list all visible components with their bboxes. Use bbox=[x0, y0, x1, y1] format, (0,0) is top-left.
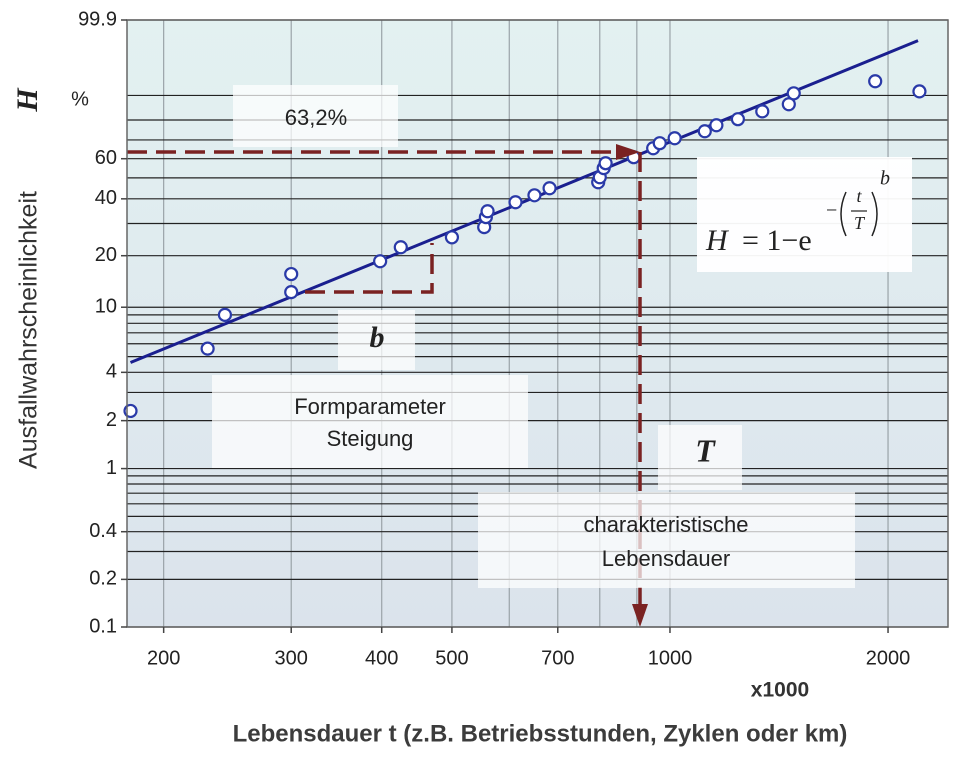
data-point bbox=[697, 124, 712, 139]
formula-box bbox=[697, 157, 912, 272]
data-point bbox=[527, 188, 542, 203]
x-axis-title: Lebensdauer t (z.B. Betriebsstunden, Zyk… bbox=[233, 720, 848, 747]
y-tick-label: 99.9 bbox=[78, 8, 117, 30]
annotations: 63,2% b Formparameter Steigung T charakt… bbox=[127, 85, 912, 627]
formula-power: b bbox=[880, 168, 890, 190]
x-tick-label: 500 bbox=[435, 647, 468, 669]
data-point bbox=[480, 204, 495, 219]
y-tick-label: 0.1 bbox=[89, 615, 117, 637]
y-tick-label: 4 bbox=[106, 361, 117, 383]
data-point bbox=[508, 195, 523, 210]
y-tick-label: 10 bbox=[95, 296, 117, 318]
x-tick-label: 300 bbox=[275, 647, 308, 669]
label-box bbox=[478, 492, 855, 588]
data-point bbox=[284, 266, 299, 282]
formula-den: T bbox=[854, 213, 866, 233]
y-tick-label: 40 bbox=[95, 187, 117, 209]
formula-paren bbox=[840, 191, 878, 237]
y-tick-label: 2 bbox=[106, 409, 117, 431]
data-point bbox=[786, 86, 801, 101]
slope-triangle bbox=[305, 243, 434, 294]
formula-num: t bbox=[856, 186, 862, 206]
y-tick-label: 20 bbox=[95, 244, 117, 266]
x-axis-unit: x1000 bbox=[751, 679, 809, 702]
x-tick-label: 1000 bbox=[648, 647, 693, 669]
y-axis-symbol: H bbox=[11, 87, 44, 113]
data-point bbox=[542, 181, 557, 196]
formula-rhs: = 1−e bbox=[742, 224, 812, 257]
data-point bbox=[652, 136, 667, 151]
y-tick-label: 0.4 bbox=[89, 520, 117, 542]
formula-lhs: H bbox=[705, 224, 730, 257]
life-text: charakteristische bbox=[583, 512, 748, 537]
x-tick-label: 700 bbox=[541, 647, 574, 669]
y-tick-label: 0.2 bbox=[89, 568, 117, 590]
x-tick-label: 200 bbox=[147, 647, 180, 669]
slope-text: Formparameter bbox=[294, 394, 446, 419]
data-point bbox=[598, 156, 613, 171]
data-point bbox=[284, 285, 299, 300]
data-point bbox=[709, 118, 724, 133]
label-box bbox=[233, 85, 398, 147]
data-point bbox=[444, 230, 460, 245]
x-tick-label: 2000 bbox=[866, 647, 911, 669]
arrow-head bbox=[616, 144, 640, 160]
slope-text: Steigung bbox=[327, 426, 414, 451]
data-point bbox=[755, 104, 770, 119]
data-point bbox=[667, 131, 682, 146]
percent-label: 63,2% bbox=[285, 105, 347, 130]
data-point bbox=[200, 341, 215, 356]
life-symbol: T bbox=[695, 432, 716, 468]
label-box bbox=[338, 310, 415, 370]
life-text: Lebensdauer bbox=[602, 546, 730, 571]
plot-frame bbox=[126, 19, 949, 628]
label-box bbox=[212, 375, 528, 468]
slope-symbol: b bbox=[370, 321, 385, 354]
label-box bbox=[658, 425, 742, 490]
y-tick-label: 60 bbox=[95, 147, 117, 169]
data-point bbox=[912, 84, 927, 99]
y-axis-unit: % bbox=[71, 88, 89, 110]
y-tick-label: 1 bbox=[106, 457, 117, 479]
data-point bbox=[217, 307, 233, 322]
formula-sign: − bbox=[826, 200, 837, 222]
y-axis-title: Ausfallwahrscheinlichkeit bbox=[15, 191, 43, 469]
data-point bbox=[373, 254, 388, 269]
data-point bbox=[730, 112, 746, 127]
arrow-head bbox=[632, 604, 648, 627]
data-point bbox=[393, 240, 408, 255]
x-tick-label: 400 bbox=[365, 647, 398, 669]
data-point bbox=[868, 74, 883, 89]
